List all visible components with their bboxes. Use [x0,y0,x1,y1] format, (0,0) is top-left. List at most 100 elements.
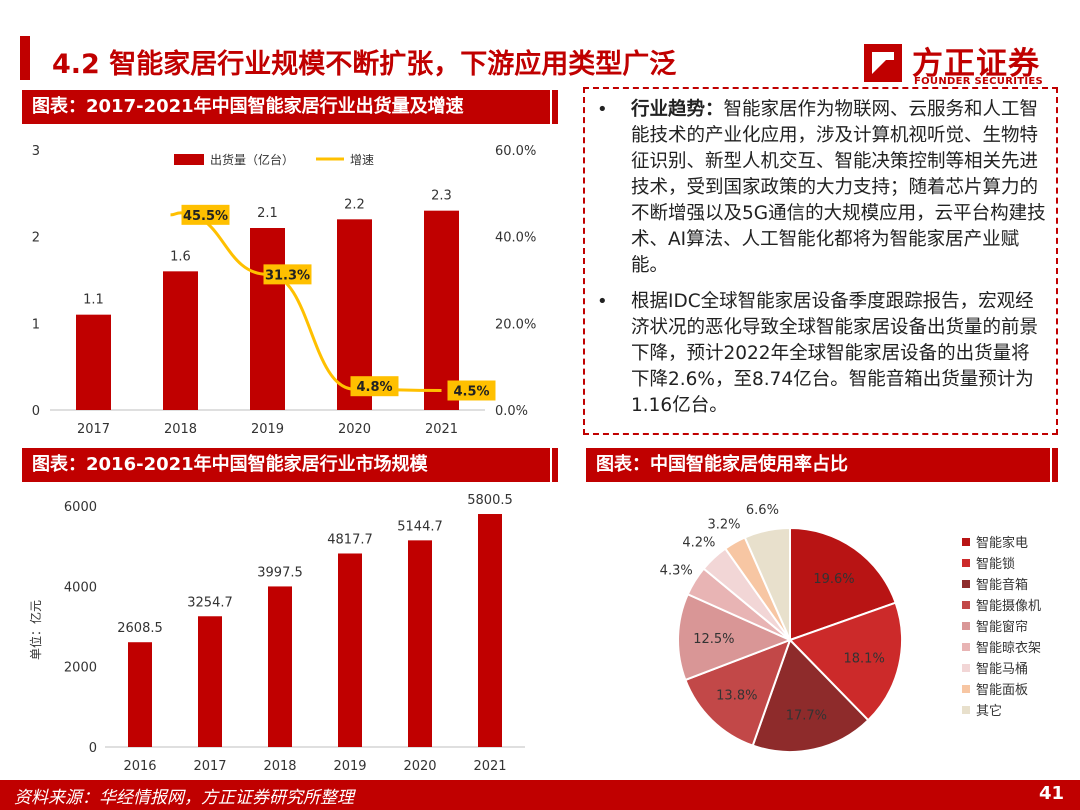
legend-swatch [962,601,970,609]
growth-label-box [263,264,312,285]
x-tick-label: 2021 [473,759,506,774]
market-bar [338,553,362,747]
growth-value-label: 4.5% [453,385,489,400]
legend-swatch [962,559,970,567]
page-number: 41 [1038,783,1064,804]
x-tick-label: 2019 [251,422,284,437]
pie-value-label: 4.3% [660,563,693,578]
shipment-bar [424,210,459,410]
y2-tick-label: 40.0% [495,231,536,246]
legend-label: 智能窗帘 [976,619,1028,635]
bar-value-label: 1.1 [83,293,104,308]
shipment-bar [250,228,285,410]
pie-value-label: 4.2% [682,536,715,551]
pie-slice [743,526,791,641]
trend-bullets: • 行业趋势：智能家居作为物联网、云服务和人工智能技术的产业化应用，涉及计算机视… [583,87,1058,435]
legend-swatch [962,580,970,588]
legend-label: 智能音箱 [976,577,1028,593]
bullet-dot-icon: • [597,291,608,312]
bullet-dot-icon: • [597,99,608,120]
pie-value-label: 12.5% [693,632,734,647]
logo-text-en: FOUNDER SECURITIES [914,76,1044,87]
legend-swatch [962,538,970,546]
market-bar [198,616,222,747]
legend-swatch [962,622,970,630]
x-tick-label: 2020 [338,422,371,437]
y-axis-label: 单位：亿元 [28,600,43,660]
bar-value-label: 2.2 [344,197,365,212]
legend-label: 智能摄像机 [976,599,1041,614]
y-tick-label: 2 [32,231,40,246]
y2-tick-label: 60.0% [495,144,536,159]
bar-value-label: 2608.5 [117,621,163,636]
growth-value-label: 31.3% [265,268,310,283]
bar-value-label: 5144.7 [397,519,443,534]
legend-bar-label: 出货量（亿台） [210,152,294,167]
market-bar [268,586,292,747]
page-title: 4.2 智能家居行业规模不断扩张，下游应用类型广泛 [52,49,677,80]
bar-value-label: 2.3 [431,189,452,204]
bullet-item: • 根据IDC全球智能家居设备季度跟踪报告，宏观经济状况的恶化导致全球智能家居设… [595,289,1046,419]
y-tick-label: 2000 [64,661,97,676]
bar-value-label: 3997.5 [257,565,303,580]
market-bar [478,514,502,747]
growth-value-label: 4.8% [356,380,392,395]
source-note: 资料来源：华经情报网，方正证券研究所整理 [14,788,354,808]
pie-value-label: 19.6% [813,572,854,587]
bar-value-label: 3254.7 [187,595,233,610]
market-bar [408,540,432,747]
y-tick-label: 3 [32,144,40,159]
growth-label-box [181,204,230,225]
footer-bar: 资料来源：华经情报网，方正证券研究所整理 41 [0,780,1080,810]
pie-slice [751,638,870,753]
x-tick-label: 2018 [164,422,197,437]
y-tick-label: 0 [32,404,40,419]
y-tick-label: 4000 [64,580,97,595]
legend-label: 智能锁 [976,556,1015,572]
shipment-bar [76,314,111,410]
chart2-heading: 图表：2016-2021年中国智能家居行业市场规模 [22,448,558,482]
bar-value-label: 1.6 [170,249,191,264]
growth-value-label: 45.5% [183,209,228,224]
pie-slice [684,638,792,747]
x-tick-label: 2020 [403,759,436,774]
growth-line [170,211,442,392]
legend-label: 智能晾衣架 [976,640,1041,656]
y-tick-label: 0 [89,741,97,756]
legend-label: 智能面板 [976,683,1028,698]
x-tick-label: 2016 [123,759,156,774]
x-tick-label: 2018 [263,759,296,774]
chart3-heading: 图表：中国智能家居使用率占比 [586,448,1058,482]
bullet-text: 根据IDC全球智能家居设备季度跟踪报告，宏观经济状况的恶化导致全球智能家居设备出… [631,291,1039,416]
legend-swatch [962,706,970,714]
x-tick-label: 2021 [425,422,458,437]
title-accent-bar [20,36,30,80]
bullet-label: 行业趋势： [631,99,724,120]
legend-swatch [962,664,970,672]
pie-value-label: 17.7% [786,708,827,723]
legend-swatch [962,685,970,693]
bullet-text: 智能家居作为物联网、云服务和人工智能技术的产业化应用，涉及计算机视听觉、生物特征… [631,99,1046,276]
shipment-bar [163,271,198,410]
y-tick-label: 1 [32,317,40,332]
bar-value-label: 2.1 [257,206,278,221]
pie-slice [788,601,903,722]
chart1-heading: 图表：2017-2021年中国智能家居行业出货量及增速 [22,90,558,124]
pie-value-label: 6.6% [746,503,779,518]
legend-line-label: 增速 [350,153,374,167]
market-bar [128,642,152,747]
growth-label-box [350,376,399,397]
pie-value-label: 13.8% [716,689,757,704]
bar-value-label: 4817.7 [327,532,373,547]
pie-slice [677,592,793,682]
y2-tick-label: 0.0% [495,404,528,419]
legend-label: 智能家电 [976,535,1028,551]
pie-value-label: 18.1% [844,651,885,666]
bar-value-label: 5800.5 [467,493,513,508]
legend-swatch [962,643,970,651]
logo-text-cn: 方正证券 [912,46,1040,82]
legend-bar-swatch [174,154,204,165]
usage-pie-chart: 19.6% 18.1% 17.7% 13.8% 12.5% 4.3% 4.2% 3.2% 6.6… [660,503,1041,753]
pie-value-label: 3.2% [707,517,740,532]
growth-label-box [447,380,496,401]
